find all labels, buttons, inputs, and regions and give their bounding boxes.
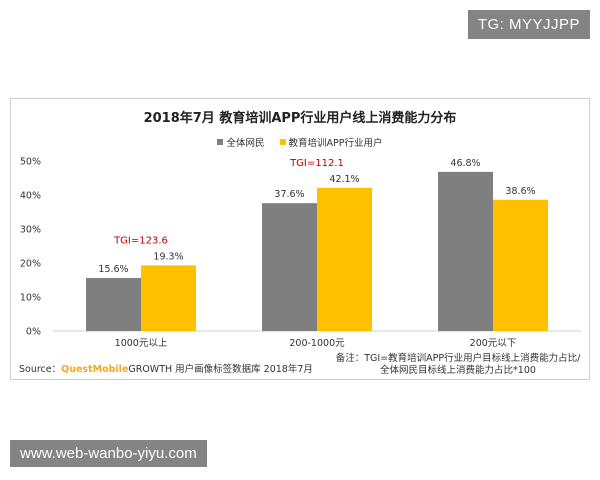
note-line-2: 全体网民目标线上消费能力占比*100 [380,365,536,376]
chart-card: 2018年7月 教育培训APP行业用户线上消费能力分布 全体网民 教育培训APP… [10,98,590,380]
data-label: 46.8% [450,158,480,169]
chart-title: 2018年7月 教育培训APP行业用户线上消费能力分布 [143,111,457,126]
note-line-1: 备注：TGI=教育培训APP行业用户目标线上消费能力占比/ [335,353,581,364]
source-line: Source：QuestMobileGROWTH 用户画像标签数据库 2018年… [19,361,313,375]
data-label: 37.6% [274,189,304,200]
tgi-annotation: TGI=123.6 [113,235,168,246]
data-label: 19.3% [153,251,183,262]
chart-legend: 全体网民 教育培训APP行业用户 [11,135,589,149]
bar-all-netizens [262,203,317,331]
y-tick-label: 10% [20,293,41,304]
tgi-note: 备注：TGI=教育培训APP行业用户目标线上消费能力占比/ 全体网民目标线上消费… [327,353,589,377]
watermark-bottom: www.web-wanbo-yiyu.com [10,440,207,467]
x-tick-label: 1000元以上 [115,338,168,349]
y-tick-label: 50% [20,157,41,168]
data-label: 42.1% [329,174,359,185]
y-tick-label: 0% [26,327,41,338]
bar-education-app-users [493,199,548,331]
data-label: 15.6% [98,264,128,275]
legend-item-education-app-users: 教育培训APP行业用户 [279,135,383,149]
bar-education-app-users [317,187,372,331]
bar-all-netizens [86,277,141,331]
watermark-top: TG: MYYJJPP [467,10,590,39]
y-tick-label: 40% [20,191,41,202]
x-tick-label: 200-1000元 [289,338,345,349]
bar-education-app-users [141,265,196,331]
legend-label: 全体网民 [226,138,265,149]
source-brand: QuestMobile [61,364,129,375]
bar-chart: 0% 10% 20% 30% 40% 50% 15.6% 19.3% 1000元以上 TGI=12… [20,157,581,349]
legend-item-all-netizens: 全体网民 [217,135,265,149]
legend-swatch-gray [217,139,224,145]
source-text: GROWTH 用户画像标签数据库 2018年7月 [128,364,313,375]
x-tick-label: 200元以下 [470,338,517,349]
source-prefix: Source： [19,364,62,375]
y-tick-label: 30% [20,225,41,236]
legend-swatch-yellow [279,139,286,145]
legend-label: 教育培训APP行业用户 [288,138,383,149]
data-label: 38.6% [505,186,535,197]
tgi-annotation: TGI=112.1 [289,158,344,169]
y-tick-label: 20% [20,259,41,270]
bar-all-netizens [438,171,493,331]
